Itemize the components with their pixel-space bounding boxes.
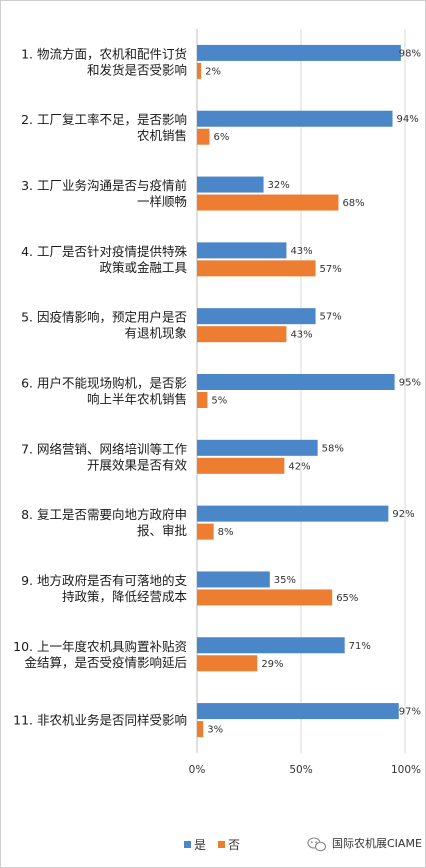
wechat-icon [307,837,327,852]
data-label-no: 2% [205,66,221,77]
legend-swatch-no [218,841,225,848]
data-label-yes: 97% [399,707,421,718]
bar-no [197,392,208,408]
data-label-yes: 94% [397,114,419,125]
category-label: 金结算，是否受疫情影响延后 [24,655,187,670]
bar-no [197,721,204,738]
bar-yes [197,505,389,522]
category-label: 3. 工厂业务沟通是否与疫情前 [21,178,187,193]
data-label-yes: 71% [349,641,371,652]
data-label-no: 29% [261,659,283,670]
bar-yes [197,176,264,193]
tick-label: 100% [391,764,421,776]
data-label-no: 6% [213,132,229,143]
category-label: 11. 非农机业务是否同样受影响 [13,713,187,728]
category-label: 一样顺畅 [137,194,187,209]
legend-swatch-yes [184,841,191,848]
legend-label-no: 否 [228,838,240,852]
bar-yes [197,242,287,259]
bar-yes [197,110,393,127]
bar-no [197,655,258,672]
data-label-yes: 58% [322,443,344,454]
category-label: 持政策，降低经营成本 [62,589,188,604]
category-label: 8. 复工是否需要向地方政府申 [21,507,187,522]
data-label-no: 65% [336,593,358,604]
watermark: 国际农机展CIAME [307,836,422,852]
category-label: 政策或金融工具 [99,260,187,275]
data-label-yes: 92% [392,509,414,520]
x-axis-ticks: 0% 50% 100% [189,764,421,776]
legend-label-yes: 是 [194,838,206,852]
category-label: 1. 物流方面，农机和配件订货 [21,46,187,61]
data-label-no: 3% [207,725,223,736]
data-label-no: 8% [218,527,234,538]
category-label: 9. 地方政府是否有可落地的支 [21,573,187,588]
bars: 98% 2% 94% 6% 32% 68% 43% 57% 57% 43% 95% 5% 58% 42% 9… [197,44,421,738]
bar-yes [197,374,395,390]
bar-no [197,62,202,79]
bar-no [197,260,316,277]
category-label: 报、审批 [137,523,187,538]
category-label: 响上半年农机销售 [87,392,187,407]
bar-yes [197,44,401,61]
category-label: 4. 工厂是否针对疫情提供特殊 [21,244,187,259]
category-label: 2. 工厂复工率不足，是否影响 [21,112,187,127]
data-label-yes: 95% [399,378,421,389]
data-label-no: 68% [342,198,364,209]
bar-no [197,589,333,606]
tick-label: 50% [289,764,312,776]
bar-no [197,457,285,474]
bar-yes [197,439,318,456]
data-label-yes: 35% [274,575,296,586]
data-label-no: 43% [290,330,312,341]
bar-yes [197,703,399,720]
category-label: 和发货是否受影响 [87,62,187,77]
bar-yes [197,308,316,325]
tick-label: 0% [189,764,206,776]
legend: 是否 [184,838,240,852]
data-label-yes: 43% [290,246,312,257]
data-label-no: 5% [211,396,227,407]
bar-yes [197,637,345,654]
category-label: 有退机现象 [124,326,187,341]
category-label: 5. 因疫情影响，预定用户是否 [21,310,187,325]
category-label: 7. 网络营销、网络培训等工作 [21,441,187,456]
watermark-text: 国际农机展CIAME [332,836,422,850]
category-label: 农机销售 [137,128,187,143]
bar-yes [197,571,270,588]
bar-no [197,523,214,540]
category-label: 6. 用户不能现场购机，是否影 [21,376,187,391]
data-label-no: 42% [288,461,310,472]
category-label: 10. 上一年度农机具购置补贴资 [13,639,187,654]
category-label: 开展效果是否有效 [87,457,188,472]
data-label-yes: 32% [268,180,290,191]
data-label-no: 57% [320,264,342,275]
data-label-yes: 57% [320,312,342,323]
bar-no [197,326,287,343]
bar-no [197,194,339,211]
bar-no [197,128,210,145]
data-label-yes: 98% [399,48,421,59]
gridlines [196,29,406,753]
